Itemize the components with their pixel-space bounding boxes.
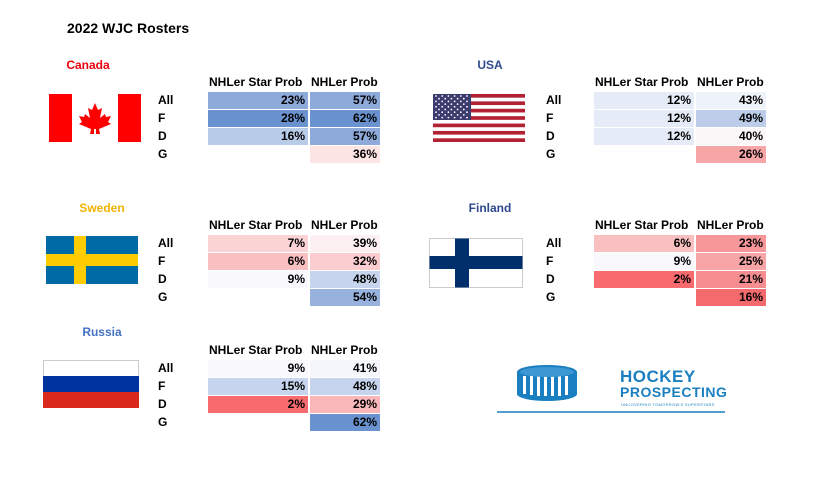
nhler-prob-cell: 43% xyxy=(696,92,766,109)
nhler-prob-cell: 54% xyxy=(310,289,380,306)
row-label-d: D xyxy=(158,129,167,143)
country-name-russia: Russia xyxy=(82,325,122,339)
row-label-g: G xyxy=(158,147,168,161)
row-label-all: All xyxy=(158,236,174,250)
nhler-prob-cell: 49% xyxy=(696,110,766,127)
star-prob-cell: 2% xyxy=(208,396,308,413)
nhler-prob-cell: 57% xyxy=(310,92,380,109)
country-name-usa: USA xyxy=(477,58,503,72)
row-label-g: G xyxy=(158,415,168,429)
row-label-all: All xyxy=(546,236,562,250)
row-label-f: F xyxy=(546,111,554,125)
nhler-prob-cell: 25% xyxy=(696,253,766,270)
header-star-prob: NHLer Star Prob xyxy=(595,218,689,232)
row-label-all: All xyxy=(158,361,174,375)
nhler-prob-cell: 36% xyxy=(310,146,380,163)
nhler-prob-cell: 62% xyxy=(310,110,380,127)
star-prob-cell: 2% xyxy=(594,271,694,288)
row-label-f: F xyxy=(158,254,166,268)
star-prob-cell: 7% xyxy=(208,235,308,252)
star-prob-cell: 16% xyxy=(208,128,308,145)
row-label-f: F xyxy=(158,111,166,125)
header-star-prob: NHLer Star Prob xyxy=(209,75,303,89)
star-prob-cell: 9% xyxy=(208,360,308,377)
nhler-prob-cell: 32% xyxy=(310,253,380,270)
logo-line2: PROSPECTING xyxy=(620,384,728,400)
star-prob-cell: 12% xyxy=(594,110,694,127)
header-star-prob: NHLer Star Prob xyxy=(595,75,689,89)
country-name-canada: Canada xyxy=(66,58,110,72)
nhler-prob-cell: 48% xyxy=(310,271,380,288)
header-nhler-prob: NHLer Prob xyxy=(697,218,764,232)
nhler-prob-cell: 21% xyxy=(696,271,766,288)
row-label-all: All xyxy=(546,93,562,107)
header-nhler-prob: NHLer Prob xyxy=(697,75,764,89)
country-name-finland: Finland xyxy=(468,201,512,215)
logo-tagline: UNCOVERING TOMORROW'S SUPERSTARS xyxy=(621,402,715,407)
nhler-prob-cell: 40% xyxy=(696,128,766,145)
nhler-prob-cell: 62% xyxy=(310,414,380,431)
hockey-puck-icon xyxy=(497,365,725,413)
header-star-prob: NHLer Star Prob xyxy=(209,343,303,357)
row-label-d: D xyxy=(158,272,167,286)
star-prob-cell: 9% xyxy=(594,253,694,270)
star-prob-cell: 23% xyxy=(208,92,308,109)
nhler-prob-cell: 29% xyxy=(310,396,380,413)
header-nhler-prob: NHLer Prob xyxy=(311,218,378,232)
row-label-all: All xyxy=(158,93,174,107)
row-label-f: F xyxy=(158,379,166,393)
nhler-prob-cell: 57% xyxy=(310,128,380,145)
star-prob-cell: 15% xyxy=(208,378,308,395)
star-prob-cell: 12% xyxy=(594,128,694,145)
row-label-g: G xyxy=(158,290,168,304)
star-prob-cell: 6% xyxy=(594,235,694,252)
row-label-f: F xyxy=(546,254,554,268)
row-label-g: G xyxy=(546,290,556,304)
logo-line1: HOCKEY xyxy=(620,367,696,386)
country-name-sweden: Sweden xyxy=(79,201,125,215)
canada-flag-icon xyxy=(49,94,145,144)
nhler-prob-cell: 16% xyxy=(696,289,766,306)
star-prob-cell: 9% xyxy=(208,271,308,288)
row-label-d: D xyxy=(546,129,555,143)
hockey-prospecting-logo: HOCKEY PROSPECTING UNCOVERING TOMORROW'S… xyxy=(497,360,729,420)
row-label-d: D xyxy=(546,272,555,286)
star-prob-cell: 12% xyxy=(594,92,694,109)
star-prob-cell: 6% xyxy=(208,253,308,270)
header-star-prob: NHLer Star Prob xyxy=(209,218,303,232)
header-nhler-prob: NHLer Prob xyxy=(311,75,378,89)
finland-flag-icon xyxy=(429,238,525,288)
page-title: 2022 WJC Rosters xyxy=(67,20,190,36)
header-nhler-prob: NHLer Prob xyxy=(311,343,378,357)
nhler-prob-cell: 41% xyxy=(310,360,380,377)
nhler-prob-cell: 26% xyxy=(696,146,766,163)
nhler-prob-cell: 48% xyxy=(310,378,380,395)
row-label-g: G xyxy=(546,147,556,161)
star-prob-cell: 28% xyxy=(208,110,308,127)
sweden-flag-icon xyxy=(46,236,142,286)
nhler-prob-cell: 23% xyxy=(696,235,766,252)
usa-flag-icon xyxy=(433,94,529,144)
row-label-d: D xyxy=(158,397,167,411)
nhler-prob-cell: 39% xyxy=(310,235,380,252)
russia-flag-icon xyxy=(43,360,139,410)
